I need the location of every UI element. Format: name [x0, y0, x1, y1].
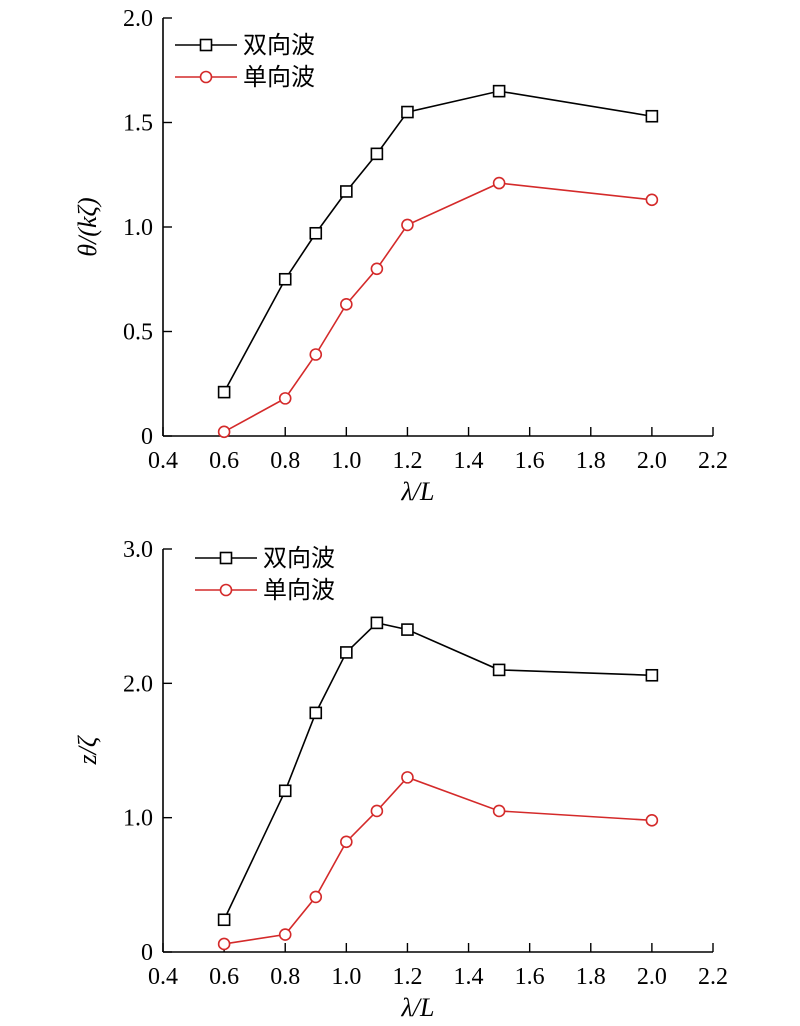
y-tick-label: 1.0: [123, 215, 153, 241]
x-tick-label: 1.8: [576, 964, 606, 990]
data-point-circle: [309, 348, 323, 361]
data-point-square: [401, 105, 414, 119]
data-point-circle: [370, 262, 384, 276]
x-tick-label: 1.6: [515, 448, 545, 474]
x-tick-label: 1.0: [331, 448, 361, 474]
x-tick-label: 1.0: [331, 964, 361, 990]
x-tick-label: 2.2: [698, 448, 728, 474]
x-tick-label: 1.2: [392, 964, 422, 990]
x-tick-label: 1.2: [392, 448, 422, 474]
legend-label-1: 单向波: [243, 63, 315, 91]
legend-marker-circle: [219, 583, 233, 597]
x-tick-label: 2.2: [698, 964, 728, 990]
data-point-square: [370, 147, 384, 161]
data-point-square: [309, 706, 323, 720]
data-point-square: [340, 185, 353, 198]
x-tick-label: 0.4: [148, 964, 178, 990]
y-tick-label: 3.0: [123, 537, 153, 563]
x-tick-label: 1.4: [454, 964, 484, 990]
legend-marker-square: [219, 551, 233, 565]
series-line-1: [223, 182, 652, 433]
series-line-0: [223, 90, 653, 393]
data-point-circle: [278, 392, 292, 405]
data-point-square: [645, 668, 659, 682]
data-point-square: [370, 616, 384, 630]
y-tick-label: 1.5: [123, 111, 153, 137]
y-axis-title: θ/(kζ): [73, 197, 102, 256]
x-tick-label: 0.6: [209, 448, 239, 474]
x-tick-label: 1.4: [454, 448, 484, 474]
data-point-circle: [401, 218, 414, 232]
chart-heave-response: 0.4 0.6 0.8 1.0 1.2 1.4 1.6 1.8 2.0 2.2 0 1.0 2.0 3.0…: [73, 537, 728, 1022]
x-tick-label: 1.8: [576, 448, 606, 474]
y-tick-label: 0: [141, 424, 153, 450]
x-tick-label: 2.0: [637, 448, 667, 474]
data-point-circle: [492, 804, 506, 818]
data-point-square: [309, 226, 323, 240]
series-line-0: [223, 622, 652, 921]
legend-label-0: 双向波: [243, 31, 315, 59]
data-point-square: [278, 272, 292, 286]
legend-marker-circle: [199, 70, 213, 84]
y-axis-title: z/ζ: [73, 735, 102, 765]
legend-marker-square: [199, 38, 213, 52]
data-point-square: [217, 913, 231, 927]
legend-label-0: 双向波: [263, 544, 335, 572]
x-axis-title: λ/L: [401, 993, 435, 1022]
x-tick-label: 0.8: [270, 448, 300, 474]
y-tick-label: 2.0: [123, 6, 153, 32]
data-point-square: [492, 84, 506, 98]
data-point-circle: [340, 298, 353, 311]
data-point-circle: [217, 425, 231, 439]
data-point-circle: [217, 937, 231, 951]
data-point-circle: [645, 814, 659, 827]
data-point-circle: [309, 890, 323, 904]
data-point-circle: [645, 193, 659, 207]
y-tick-label: 2.0: [123, 671, 153, 697]
chart-pitch-response: 0.4 0.6 0.8 1.0 1.2 1.4 1.6 1.8 2.0 2.2 0 0.5 1.0 1.5…: [73, 6, 728, 506]
data-point-square: [278, 784, 292, 798]
data-point-square: [217, 385, 231, 399]
data-point-square: [645, 109, 659, 123]
data-point-circle: [340, 835, 353, 849]
x-axis-title: λ/L: [401, 477, 435, 506]
y-tick-label: 1.0: [123, 806, 153, 832]
series-line-1: [223, 776, 652, 945]
x-tick-label: 0.8: [270, 964, 300, 990]
data-point-circle: [278, 928, 292, 941]
x-tick-label: 0.6: [209, 964, 239, 990]
data-point-circle: [492, 176, 506, 190]
data-point-circle: [370, 804, 384, 818]
x-tick-label: 2.0: [637, 964, 667, 990]
y-tick-label: 0: [141, 940, 153, 966]
x-tick-label: 0.4: [148, 448, 178, 474]
data-point-square: [401, 623, 414, 636]
data-point-square: [340, 646, 353, 659]
data-point-circle: [401, 771, 414, 784]
x-tick-label: 1.6: [515, 964, 545, 990]
legend-label-1: 单向波: [263, 576, 335, 604]
data-point-square: [492, 663, 506, 677]
y-tick-label: 0.5: [123, 320, 153, 346]
